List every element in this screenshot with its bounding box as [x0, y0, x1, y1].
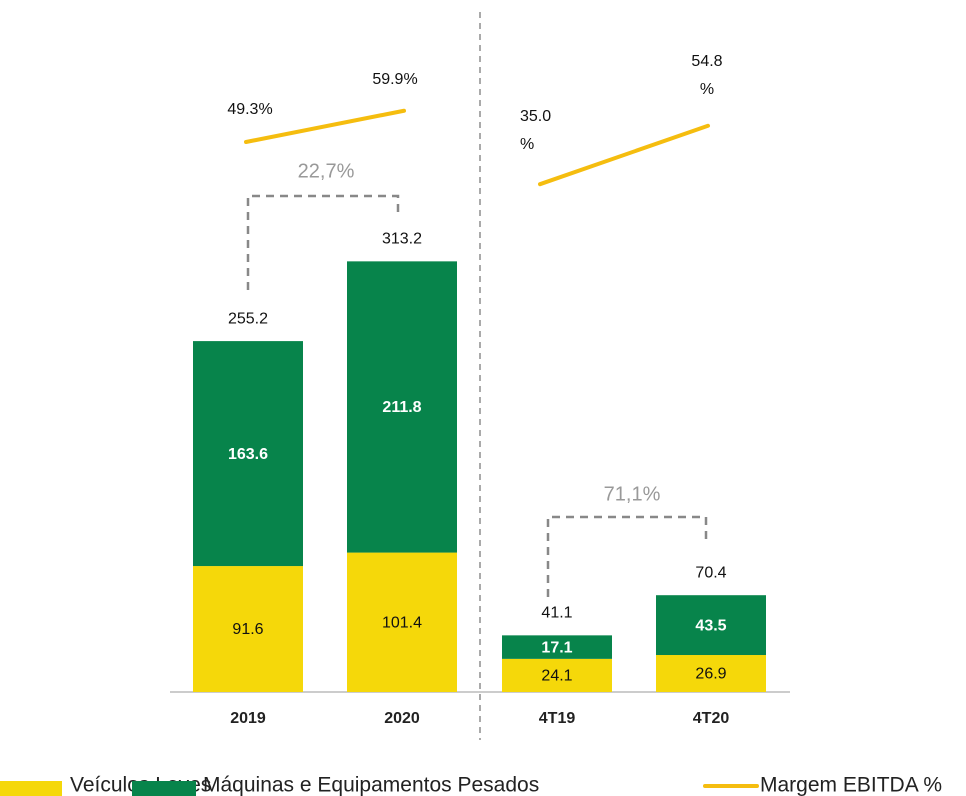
x-tick-label: 4T19 — [539, 710, 576, 727]
bar-segment — [502, 658, 612, 692]
total-label: 70.4 — [695, 564, 726, 581]
total-label: 255.2 — [228, 310, 268, 327]
margin-line — [538, 123, 710, 187]
bar-segment — [656, 595, 766, 656]
line-value-label: 54.8 % — [691, 53, 723, 98]
growth-bracket — [246, 194, 400, 290]
legend-label: Margem EBITDA % — [760, 774, 942, 796]
value-label: 91.6 — [232, 621, 263, 638]
legend-swatch — [0, 781, 62, 796]
total-label: 41.1 — [541, 605, 572, 622]
bar-segment — [656, 655, 766, 692]
bar-segment — [347, 552, 457, 692]
growth-bracket — [546, 515, 708, 597]
annotation: 22,7% — [298, 160, 355, 182]
value-label: 24.1 — [541, 668, 572, 685]
x-tick-label: 2020 — [384, 710, 420, 727]
x-tick-label: 2019 — [230, 710, 266, 727]
value-label: 43.5 — [695, 617, 726, 634]
value-label: 211.8 — [382, 399, 421, 416]
value-label: 17.1 — [541, 639, 572, 656]
bar-segment — [193, 566, 303, 692]
line-value-label: 49.3% — [227, 101, 273, 118]
margin-line — [244, 108, 406, 144]
value-label: 163.6 — [228, 446, 268, 463]
legend-swatch — [132, 781, 196, 796]
bar-segment — [502, 635, 612, 659]
total-label: 313.2 — [382, 231, 422, 248]
bar-segment — [347, 261, 457, 553]
line-value-label: 59.9% — [372, 71, 418, 88]
annotation: 71,1% — [604, 483, 661, 505]
x-tick-label: 4T20 — [693, 710, 730, 727]
line-value-label: 35.0 % — [520, 108, 552, 153]
value-label: 101.4 — [382, 615, 422, 632]
legend-label: Máquinas e Equipamentos Pesados — [203, 774, 539, 796]
bar-segment — [193, 341, 303, 567]
value-label: 26.9 — [695, 666, 726, 683]
